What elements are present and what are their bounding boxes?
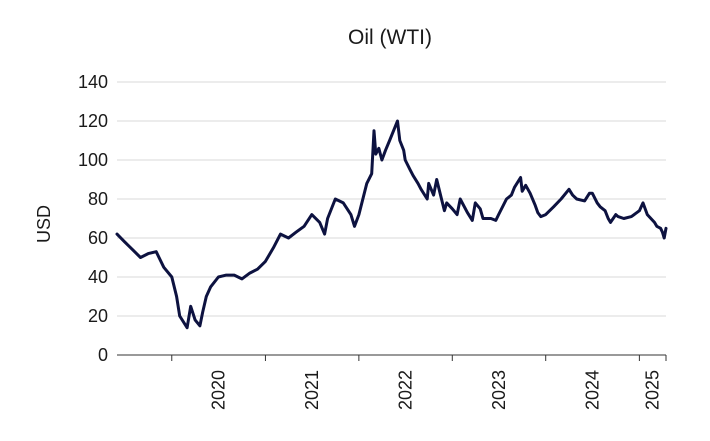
y-tick-label: 60 — [88, 228, 108, 248]
y-tick-label: 100 — [78, 150, 108, 170]
series-line-wti — [115, 119, 668, 330]
y-tick-labels: 0 20 40 60 80 100 120 140 — [78, 72, 108, 365]
chart-title: Oil (WTI) — [348, 26, 432, 49]
y-tick-label: 20 — [88, 306, 108, 326]
y-tick-label: 140 — [78, 72, 108, 92]
x-tick-label: 2024 — [583, 370, 603, 410]
series-layer — [115, 119, 668, 330]
y-tick-label: 0 — [98, 345, 108, 365]
x-tick-label: 2021 — [302, 370, 322, 410]
y-tick-label: 120 — [78, 111, 108, 131]
y-tick-label: 40 — [88, 267, 108, 287]
axes — [117, 354, 667, 361]
y-axis-label: USD — [34, 205, 54, 243]
x-tick-label: 2025 — [643, 370, 663, 410]
x-tick-label: 2020 — [209, 370, 229, 410]
x-tick-label: 2023 — [489, 370, 509, 410]
x-tick-labels: 2020 2021 2022 2023 2024 2025 — [209, 370, 663, 410]
y-tick-label: 80 — [88, 189, 108, 209]
gridlines — [117, 81, 666, 317]
x-tick-label: 2022 — [396, 370, 416, 410]
